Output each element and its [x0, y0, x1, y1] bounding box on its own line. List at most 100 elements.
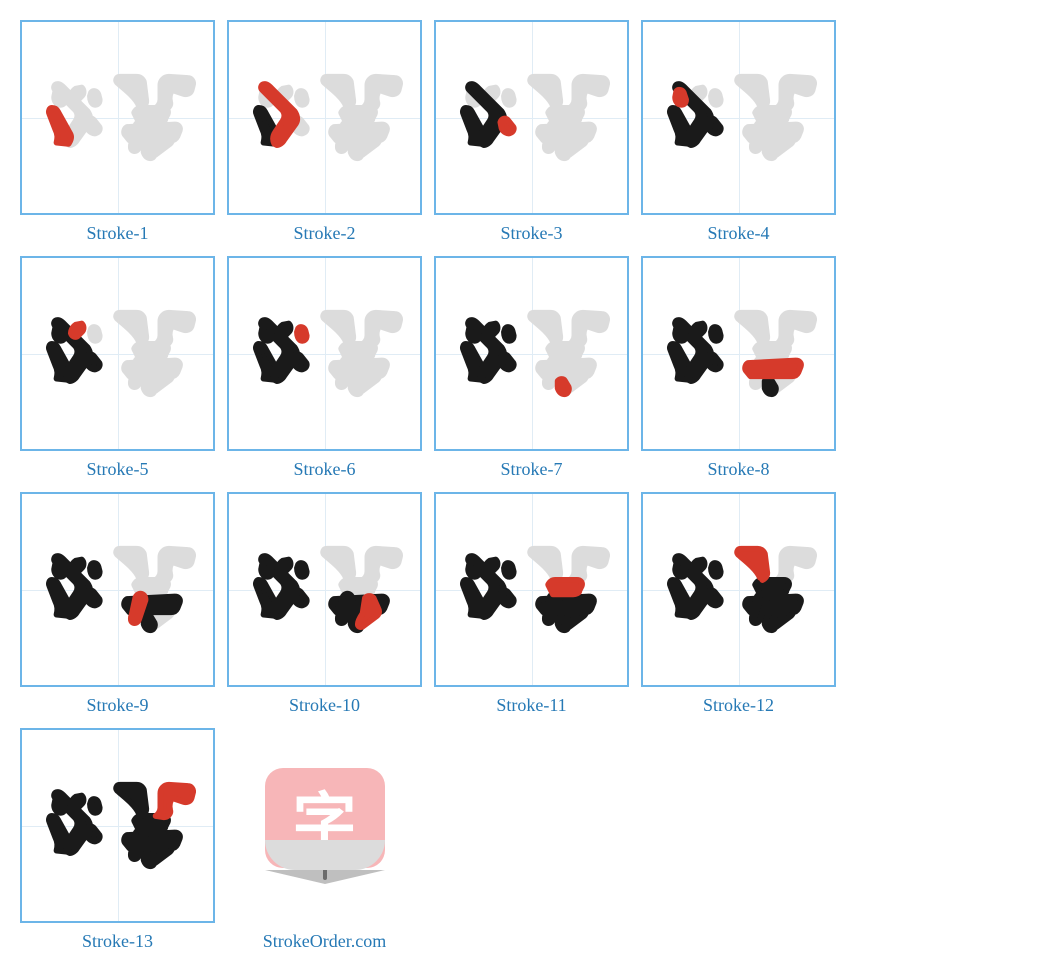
- done-stroke: [90, 799, 100, 812]
- ghost-stroke: [538, 125, 594, 141]
- done-stroke: [86, 827, 99, 842]
- ghost-stroke: [323, 549, 353, 580]
- ghost-stroke: [331, 361, 387, 377]
- done-stroke: [485, 324, 498, 337]
- done-stroke: [692, 324, 705, 337]
- stroke-cell-3: Stroke-3: [434, 20, 629, 244]
- stroke-svg: [229, 258, 420, 449]
- done-stroke: [293, 591, 306, 606]
- ghost-stroke: [777, 77, 814, 109]
- stroke-svg: [229, 22, 420, 213]
- ghost-stroke: [116, 77, 146, 108]
- current-stroke: [737, 549, 767, 580]
- done-stroke: [500, 591, 513, 606]
- stroke-cell-9: Stroke-9: [20, 492, 215, 716]
- ghost-stroke: [737, 313, 767, 344]
- done-stroke: [500, 355, 513, 370]
- stroke-svg: [22, 494, 213, 685]
- stroke-svg: [436, 258, 627, 449]
- done-stroke: [54, 562, 65, 577]
- stroke-box: [434, 20, 629, 215]
- stroke-label: Stroke-11: [496, 695, 566, 716]
- ghost-stroke: [504, 91, 514, 104]
- ghost-stroke: [737, 77, 767, 108]
- done-stroke: [707, 591, 720, 606]
- ghost-stroke: [331, 125, 387, 141]
- done-stroke: [86, 355, 99, 370]
- stroke-svg: [643, 258, 834, 449]
- ghost-stroke: [144, 143, 155, 158]
- ghost-stroke: [90, 327, 100, 340]
- stroke-cell-12: Stroke-12: [641, 492, 836, 716]
- current-stroke: [297, 327, 307, 340]
- stroke-box: [641, 20, 836, 215]
- ghost-stroke: [558, 143, 569, 158]
- ghost-stroke: [297, 91, 307, 104]
- stroke-box: [20, 256, 215, 451]
- current-stroke: [500, 119, 513, 134]
- stroke-order-grid: Stroke-1 Stroke-2 Stroke-3 Stroke-4 Stroke-5…: [20, 20, 1030, 952]
- ghost-stroke: [777, 313, 814, 345]
- stroke-cell-5: Stroke-5: [20, 256, 215, 480]
- stroke-label: Stroke-12: [703, 695, 774, 716]
- stroke-label: Stroke-10: [289, 695, 360, 716]
- ghost-stroke: [745, 125, 801, 141]
- done-stroke: [297, 563, 307, 576]
- ghost-stroke: [144, 379, 155, 394]
- done-stroke: [144, 615, 155, 630]
- done-stroke: [86, 591, 99, 606]
- stroke-cell-11: Stroke-11: [434, 492, 629, 716]
- done-stroke: [71, 560, 84, 573]
- done-stroke: [116, 785, 146, 816]
- logo: 字: [245, 728, 405, 923]
- ghost-stroke: [363, 313, 400, 345]
- done-stroke: [261, 562, 272, 577]
- ghost-stroke: [124, 361, 180, 377]
- pencil-tip-icon: [265, 870, 385, 884]
- done-stroke: [468, 562, 479, 577]
- ghost-stroke: [570, 77, 607, 109]
- stroke-label: Stroke-2: [294, 223, 356, 244]
- current-stroke: [71, 324, 84, 337]
- stroke-cell-13: Stroke-13: [20, 728, 215, 952]
- stroke-svg: [436, 494, 627, 685]
- stroke-svg: [22, 22, 213, 213]
- done-stroke: [707, 355, 720, 370]
- stroke-box: [20, 728, 215, 923]
- current-stroke: [558, 379, 569, 394]
- stroke-label: Stroke-13: [82, 931, 153, 952]
- stroke-box: [641, 256, 836, 451]
- ghost-stroke: [156, 77, 193, 109]
- stroke-label: Stroke-1: [87, 223, 149, 244]
- stroke-svg: [22, 258, 213, 449]
- stroke-cell-7: Stroke-7: [434, 256, 629, 480]
- ghost-stroke: [530, 77, 560, 108]
- stroke-box: [434, 256, 629, 451]
- ghost-stroke: [711, 91, 721, 104]
- done-stroke: [711, 327, 721, 340]
- done-stroke: [54, 326, 65, 341]
- stroke-cell-2: Stroke-2: [227, 20, 422, 244]
- ghost-stroke: [351, 379, 362, 394]
- done-stroke: [278, 324, 291, 337]
- stroke-label: Stroke-7: [501, 459, 563, 480]
- done-stroke: [675, 326, 686, 341]
- stroke-cell-1: Stroke-1: [20, 20, 215, 244]
- done-stroke: [278, 560, 291, 573]
- current-stroke: [548, 580, 582, 594]
- stroke-box: [227, 20, 422, 215]
- stroke-svg: [643, 22, 834, 213]
- done-stroke: [755, 580, 789, 594]
- ghost-stroke: [363, 549, 400, 581]
- stroke-label: Stroke-8: [708, 459, 770, 480]
- ghost-stroke: [323, 313, 353, 344]
- stroke-label: Stroke-4: [708, 223, 770, 244]
- done-stroke: [711, 563, 721, 576]
- logo-cell: 字StrokeOrder.com: [227, 728, 422, 952]
- ghost-stroke: [538, 361, 594, 377]
- stroke-box: [434, 492, 629, 687]
- stroke-label: Stroke-9: [87, 695, 149, 716]
- ghost-stroke: [156, 549, 193, 581]
- current-stroke: [745, 361, 801, 377]
- ghost-stroke: [530, 313, 560, 344]
